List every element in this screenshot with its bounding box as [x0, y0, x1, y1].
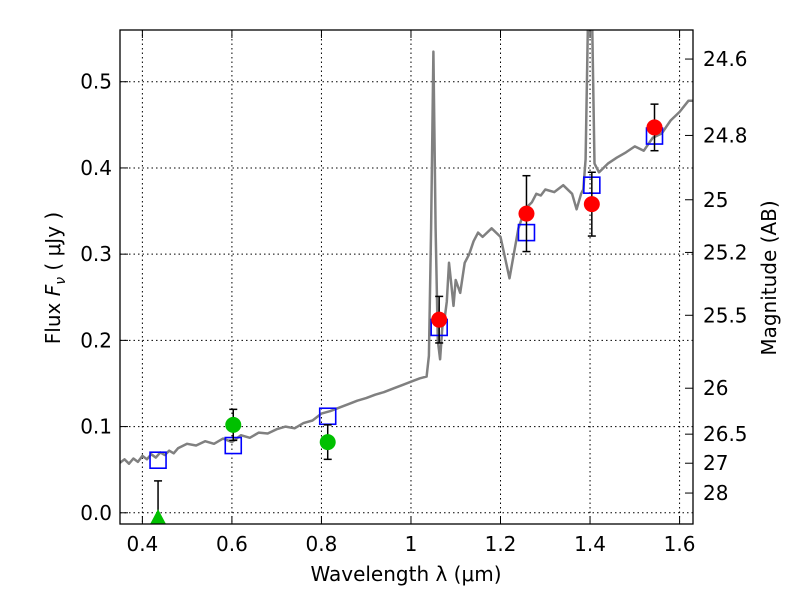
y-title-F: F [41, 284, 65, 296]
y2-tick-label: 26 [703, 376, 728, 400]
y-axis-title: Flux Fν ( μJy ) [41, 212, 69, 344]
y-tick-label: 0.2 [80, 328, 112, 352]
y2-axis-title: Magnitude (AB) [757, 200, 781, 355]
x-axis-title: Wavelength λ (μm) [310, 562, 501, 586]
red-data-point [431, 311, 448, 328]
red-data-point [583, 196, 600, 213]
y-title-flux: Flux [41, 296, 65, 344]
y-tick-label: 0.0 [80, 501, 112, 525]
y-tick-label: 0.4 [80, 156, 112, 180]
y2-tick-label: 25 [703, 188, 728, 212]
y2-tick-label: 24.6 [703, 47, 748, 71]
x-tick-label: 1 [405, 532, 418, 556]
y-tick-label: 0.1 [80, 415, 112, 439]
y-title-nu: ν [53, 277, 69, 285]
y-tick-label: 0.5 [80, 70, 112, 94]
ticks [120, 30, 693, 524]
y-title-unit: ( μJy ) [41, 212, 65, 277]
x-tick-label: 0.6 [216, 532, 248, 556]
green-triangle-marker [150, 509, 167, 525]
x-tick-label: 0.8 [306, 532, 338, 556]
y2-tick-label: 24.8 [703, 123, 748, 147]
x-tick-label: 1.4 [574, 532, 606, 556]
y2-tick-label: 25.5 [703, 303, 748, 327]
y2-tick-label: 25.2 [703, 240, 748, 264]
y2-tick-label: 26.5 [703, 422, 748, 446]
green-data-point [319, 434, 336, 451]
grid [120, 30, 693, 524]
axes-frame [119, 29, 694, 525]
y-tick-label: 0.3 [80, 242, 112, 266]
x-tick-label: 0.4 [126, 532, 158, 556]
x-tick-label: 1.6 [664, 532, 696, 556]
model-square-marker [149, 451, 167, 470]
red-data-point [646, 119, 663, 136]
spectrum-line [120, 30, 693, 465]
y2-tick-label: 27 [703, 451, 728, 475]
plot-area [120, 30, 693, 525]
tick-labels: 0.4 0.6 0.8 1 1.2 1.4 1.6 0.0 0.1 0.2 0.3 0.4 0.5 24.… [80, 47, 747, 556]
green-data-point [225, 416, 242, 433]
red-data-point [518, 205, 535, 222]
x-tick-label: 1.2 [485, 532, 517, 556]
y2-tick-label: 28 [703, 481, 728, 505]
